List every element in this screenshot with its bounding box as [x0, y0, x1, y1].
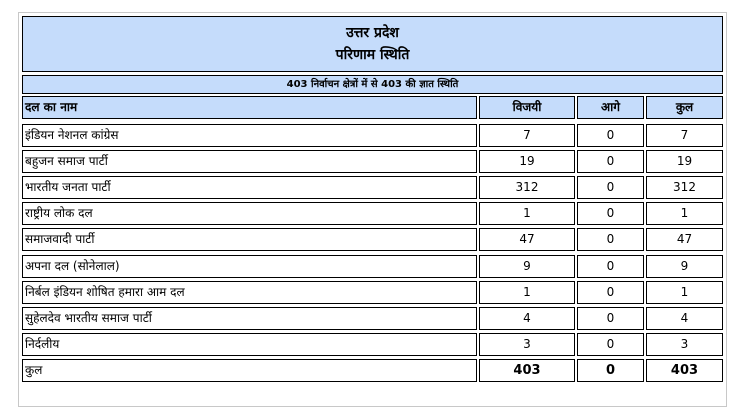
party-name-cell: समाजवादी पार्टी	[22, 228, 477, 251]
won-cell: 9	[479, 255, 575, 278]
total-cell: 19	[646, 150, 723, 173]
col-header-total: कुल	[646, 96, 723, 119]
won-cell: 19	[479, 150, 575, 173]
results-header: उत्तर प्रदेश परिणाम स्थिति	[22, 16, 723, 72]
leading-cell: 0	[577, 359, 644, 382]
won-cell: 1	[479, 202, 575, 225]
leading-cell: 0	[577, 124, 644, 147]
status-subtitle: 403 निर्वाचन क्षेत्रों में से 403 की ज्ञ…	[22, 75, 723, 94]
party-name-cell: सुहेलदेव भारतीय समाज पार्टी	[22, 307, 477, 330]
leading-cell: 0	[577, 281, 644, 304]
won-cell: 7	[479, 124, 575, 147]
col-header-won: विजयी	[479, 96, 575, 119]
party-name-cell: निर्दलीय	[22, 333, 477, 356]
won-cell: 3	[479, 333, 575, 356]
col-header-leading: आगे	[577, 96, 644, 119]
total-cell: 47	[646, 228, 723, 251]
party-name-cell: भारतीय जनता पार्टी	[22, 176, 477, 199]
leading-cell: 0	[577, 228, 644, 251]
leading-cell: 0	[577, 307, 644, 330]
party-name-cell: बहुजन समाज पार्टी	[22, 150, 477, 173]
total-cell: 7	[646, 124, 723, 147]
won-cell: 1	[479, 281, 575, 304]
leading-cell: 0	[577, 150, 644, 173]
party-name-cell: कुल	[22, 359, 477, 382]
total-cell: 4	[646, 307, 723, 330]
page-title: परिणाम स्थिति	[335, 47, 410, 63]
total-cell: 1	[646, 281, 723, 304]
leading-cell: 0	[577, 333, 644, 356]
won-cell: 4	[479, 307, 575, 330]
total-cell: 312	[646, 176, 723, 199]
leading-cell: 0	[577, 176, 644, 199]
leading-cell: 0	[577, 202, 644, 225]
total-cell: 1	[646, 202, 723, 225]
total-cell: 9	[646, 255, 723, 278]
party-name-cell: निर्बल इंडियन शोषित हमारा आम दल	[22, 281, 477, 304]
won-cell: 403	[479, 359, 575, 382]
state-name: उत्तर प्रदेश	[346, 25, 399, 41]
col-header-party: दल का नाम	[22, 96, 477, 119]
party-name-cell: राष्ट्रीय लोक दल	[22, 202, 477, 225]
won-cell: 47	[479, 228, 575, 251]
party-name-cell: अपना दल (सोनेलाल)	[22, 255, 477, 278]
won-cell: 312	[479, 176, 575, 199]
total-cell: 403	[646, 359, 723, 382]
party-name-cell: इंडियन नेशनल कांग्रेस	[22, 124, 477, 147]
total-cell: 3	[646, 333, 723, 356]
leading-cell: 0	[577, 255, 644, 278]
